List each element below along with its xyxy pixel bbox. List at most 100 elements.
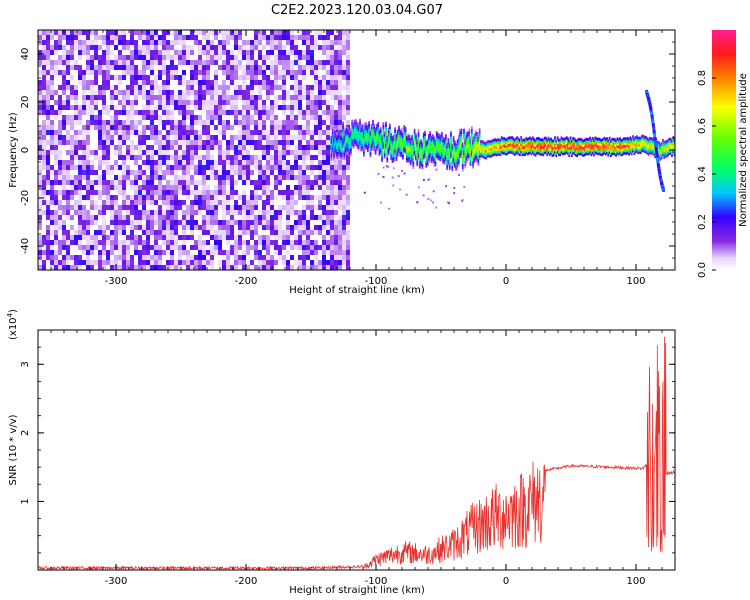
spectrogram-cell <box>142 265 146 270</box>
spectrogram-cell <box>314 30 318 35</box>
spectrogram-ridge-cell <box>337 144 339 148</box>
spectrogram-cell <box>134 125 138 130</box>
spectrogram-cell <box>150 145 154 150</box>
spectrogram-cell <box>282 195 286 200</box>
spectrogram-cell <box>330 195 334 200</box>
spectrogram-cell <box>242 205 246 210</box>
spectrogram-ridge-cell <box>365 141 368 145</box>
spectrogram-ridge-cell <box>433 146 435 149</box>
spectrogram-ridge-cell <box>415 135 417 139</box>
spectrogram-cell <box>290 60 294 65</box>
spectrogram-cell <box>162 95 166 100</box>
spectrogram-ridge-cell <box>441 132 443 135</box>
spectrogram-cell <box>114 75 118 80</box>
spectrogram-cell <box>302 190 306 195</box>
spectrogram-ridge-cell <box>394 127 396 131</box>
spectrogram-cell <box>250 135 254 140</box>
spectrogram-cell <box>270 35 274 40</box>
spectrogram-ridge-cell <box>395 151 398 154</box>
spectrogram-cell <box>302 215 306 220</box>
spectrogram-cell <box>42 250 46 255</box>
spectrogram-cell <box>142 60 146 65</box>
spectrogram-ridge-cell <box>377 126 380 130</box>
spectrogram-ridge-cell <box>504 147 507 151</box>
spectrogram-cell <box>194 255 198 260</box>
spectrogram-cell <box>46 190 50 195</box>
spectrogram-ridge-cell <box>563 140 565 144</box>
spectrogram-ridge-cell <box>521 146 524 150</box>
spectrogram-ridge-cell <box>444 153 447 157</box>
spectrogram-cell <box>334 85 338 90</box>
spectrogram-cell <box>274 130 278 135</box>
spectrogram-cell <box>266 250 270 255</box>
spectrogram-ridge-cell <box>343 152 346 155</box>
spectrogram-cell <box>158 170 162 175</box>
spectrogram-ridge-cell <box>331 136 334 140</box>
spectrogram-cell <box>346 195 350 200</box>
spectrogram-cell <box>134 30 138 35</box>
spectrogram-cell <box>298 210 302 215</box>
spectrogram-cell <box>102 55 106 60</box>
spectrogram-cell <box>114 150 118 155</box>
spectrogram-cell <box>306 200 310 205</box>
spectrogram-ridge-cell <box>391 140 394 144</box>
spectrogram-cell <box>158 115 162 120</box>
spectrogram-cell <box>258 145 262 150</box>
spectrogram-cell <box>274 160 278 165</box>
spectrogram-ridge-cell <box>550 142 552 146</box>
spectrogram-cell <box>198 105 202 110</box>
spectrogram-cell <box>90 200 94 205</box>
spectrogram-cell <box>198 50 202 55</box>
spectrogram-ridge-cell <box>452 150 455 154</box>
spectrogram-ridge-cell <box>403 142 406 145</box>
spectrogram-cell <box>190 135 194 140</box>
spectrogram-cell <box>198 30 202 35</box>
spectrogram-ridge-cell <box>400 142 403 145</box>
spectrogram-cell <box>58 125 62 130</box>
spectrogram-cell <box>62 125 66 130</box>
spectrogram-cell <box>226 195 230 200</box>
spectrogram-cell <box>214 140 218 145</box>
spectrogram-ridge-cell <box>559 148 562 152</box>
spectrogram-cell <box>298 65 302 70</box>
spectrogram-ridge-cell <box>428 155 430 159</box>
spectrogram-ridge-cell <box>448 145 451 149</box>
spectrogram-cell <box>190 215 194 220</box>
spectrogram-cell <box>238 165 242 170</box>
spectrogram-cell <box>166 235 170 240</box>
spectrogram-cell <box>146 150 150 155</box>
spectrogram-cell <box>106 130 110 135</box>
spectrogram-cell <box>130 115 134 120</box>
spectrogram-cell <box>238 210 242 215</box>
spectrogram-cell <box>158 145 162 150</box>
spectrogram-cell <box>330 80 334 85</box>
spectrogram-cell <box>158 35 162 40</box>
spectrogram-cell <box>154 170 158 175</box>
spectrogram-cell <box>198 160 202 165</box>
spectrogram-cell <box>94 55 98 60</box>
spectrogram-ridge-cell <box>467 138 469 142</box>
spectrogram-ridge-cell <box>368 138 370 141</box>
spectrogram-ridge-cell <box>534 153 537 157</box>
spectrogram-ridge-cell <box>532 141 534 145</box>
spectrogram-cell <box>78 185 82 190</box>
spectrogram-cell <box>122 65 126 70</box>
spectrogram-cell <box>142 175 146 180</box>
spectrogram-cell <box>262 205 266 210</box>
spectrogram-cell <box>82 250 86 255</box>
spectrogram-cell <box>330 60 334 65</box>
spectrogram-cell <box>114 200 118 205</box>
spectrogram-ridge-cell <box>422 142 425 146</box>
spectrogram-cell <box>262 210 266 215</box>
spectrogram-ridge-cell <box>331 151 334 154</box>
spectrogram-cell <box>38 190 42 195</box>
spectrogram-cell <box>38 180 42 185</box>
spectrogram-cell <box>98 210 102 215</box>
spectrogram-cell <box>246 210 250 215</box>
spectrogram-ridge-cell <box>366 142 369 145</box>
spectrogram-ridge-cell <box>587 140 590 144</box>
spectrogram-cell <box>282 160 286 165</box>
spectrogram-cell <box>302 75 306 80</box>
spectrogram-cell <box>142 65 146 70</box>
spectrogram-ridge-cell <box>334 130 337 134</box>
